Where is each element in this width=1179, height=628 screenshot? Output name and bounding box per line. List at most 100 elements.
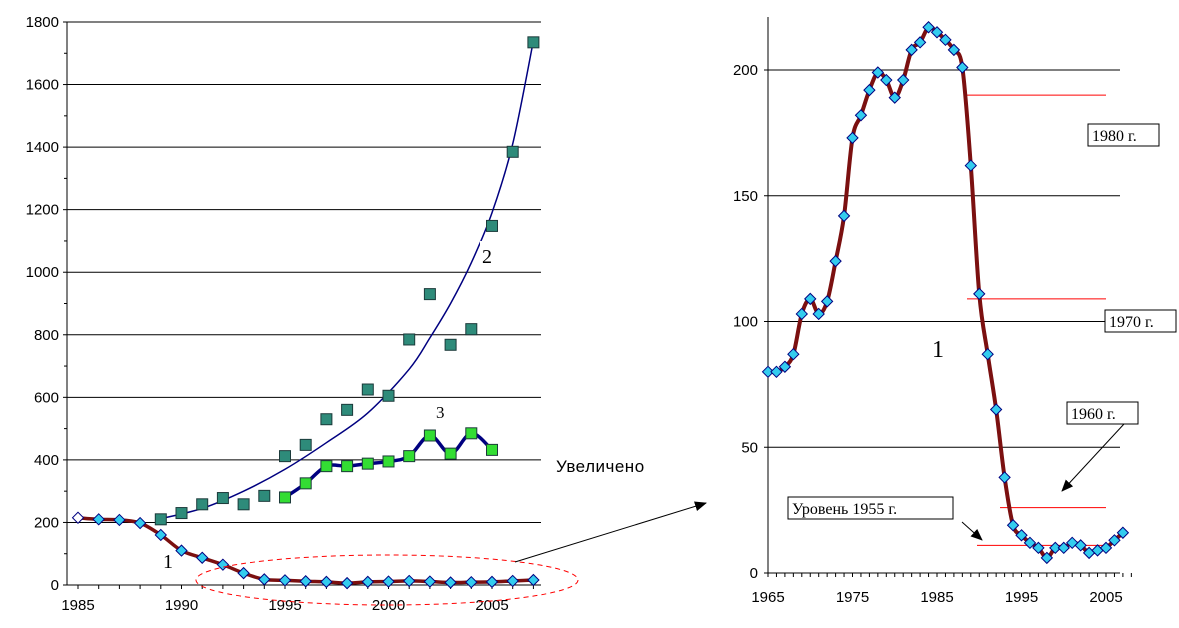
right-series-1-point [1108,534,1121,547]
right-series-1-point [1057,541,1070,555]
series-2-point [299,438,312,451]
left-y-tick-label: 600 [34,389,59,406]
series-2-point [527,36,540,49]
series-1-point [444,576,457,589]
series-1-point [258,573,271,586]
series-2-point [361,383,374,396]
right-series-1-point [1023,536,1037,550]
right-series-1-point [913,36,927,49]
label-1980: 1980 г. [1092,128,1137,145]
right-y-tick-label: 50 [741,439,758,456]
right-chart: 0 50 100 150 200 1965 1975 1985 1995 2005 1 1980… [733,17,1177,606]
left-y-tick-label: 1000 [26,264,59,281]
right-series-1-point [956,61,969,74]
right-series-1-point [939,33,952,47]
series-2-point [382,389,395,402]
series-label-1-right: 1 [932,337,944,363]
right-series-1-point [930,26,944,39]
series-1-point [382,575,395,588]
series-1-point [175,544,188,557]
series-2-point [403,333,416,346]
series-2-point [175,507,188,520]
left-y-tick-label: 0 [51,577,59,594]
right-series-1-point [812,307,825,321]
right-series-1-point [829,254,842,268]
series-3-point [382,455,395,468]
series-2-point [423,288,436,301]
left-y-tick-label: 400 [34,452,59,469]
left-y-tick-labels: 0 200 400 600 800 1000 1200 1400 1600 1800 [26,14,67,594]
left-y-tick-label: 1800 [26,14,59,31]
right-series-1-point [854,109,868,122]
label-1970: 1970 г. [1109,314,1154,331]
series-1-point [465,575,478,589]
series-3-point [423,429,436,442]
series-2-point [258,489,271,502]
right-series-1-point [989,403,1003,416]
series-2-point [465,323,478,336]
left-series-group [71,36,540,590]
series-2-point [237,498,250,511]
series-2-point [341,403,354,416]
left-x-tick-label: 1990 [165,597,198,614]
series-1-point [195,551,209,564]
right-series-1-point [787,347,800,361]
right-series-1-point [1049,541,1062,555]
zoom-region-ellipse [195,554,579,606]
series-label-1-left: 1 [163,551,173,573]
series-1-point [320,575,333,589]
right-gridlines [768,69,1120,448]
series-1-point [92,513,105,526]
left-x-tick-label: 2000 [372,597,405,614]
label-box-1970 [1104,309,1177,333]
left-x-tick-label: 2005 [475,597,508,614]
series-3-point [444,447,457,460]
right-series-1-point [964,159,978,172]
label-1955: Уровень 1955 г. [792,501,897,518]
series-3-point [299,477,312,490]
zoom-annotation-label: Увеличено [556,457,645,476]
arrow-1960 [1061,423,1125,492]
right-y-tick-label: 100 [733,314,758,331]
series-1-point [402,574,416,588]
series-label-2-bg [480,241,510,267]
series-3-point [465,427,478,440]
right-series-1-point [795,307,809,321]
right-series-1-point [846,131,859,145]
series-label-3: 3 [436,403,445,422]
series-1-point [278,574,292,587]
right-series-1-point [880,73,893,87]
right-series-1-point [1074,539,1087,552]
series-1-point [527,573,540,587]
left-y-tick-label: 200 [34,514,59,531]
right-y-tick-labels: 0 50 100 150 200 [733,62,768,582]
right-series-1-point [871,66,885,79]
right-series-1-point [778,360,792,373]
right-series-1-point [1099,541,1113,555]
series-1-point [71,511,85,524]
right-series-1-point [863,83,876,97]
right-series-1-point [981,347,994,361]
right-series-1-point [905,43,918,57]
left-y-tick-label: 1600 [26,77,59,94]
series-1-point [154,528,168,542]
series-3-point [486,443,498,456]
right-y-tick-label: 150 [733,188,758,205]
right-series-1-point [1006,519,1020,532]
series-3-point [279,491,291,504]
series-2-trendline [160,40,535,520]
right-series-1-point [998,471,1011,484]
series-3-point [403,450,416,463]
left-gridlines [67,21,541,523]
right-series-1-point [1015,529,1028,542]
right-series-group [761,21,1130,565]
right-series-1-point [973,287,986,301]
series-2-point [279,450,291,463]
right-x-tick-label: 1965 [751,589,784,606]
series-1-point [299,575,312,588]
series-label-2: 2 [482,246,492,268]
right-series-1-point [922,21,935,34]
series-2-point [320,413,333,426]
right-x-tick-labels: 1965 1975 1985 1995 2005 [751,573,1132,606]
